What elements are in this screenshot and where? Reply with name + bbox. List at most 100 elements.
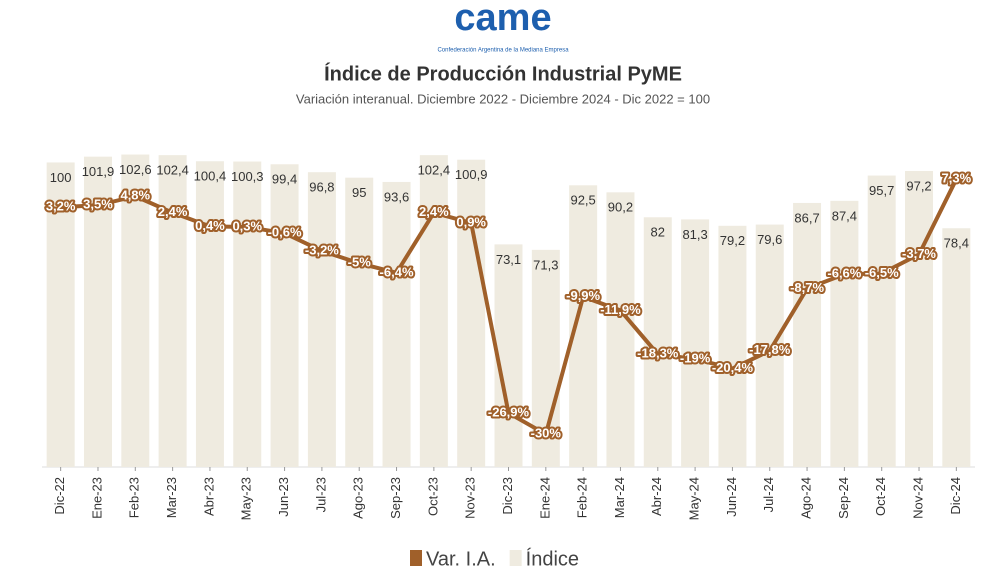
bar	[457, 159, 486, 468]
bar-value-label: 81,3	[682, 227, 707, 242]
x-tick-label: Sep-24	[836, 477, 851, 519]
x-tick-label: Nov-23	[463, 477, 478, 519]
line-value-label: -5%	[348, 255, 372, 270]
line-value-label: -9,9%	[566, 288, 600, 303]
x-tick-label: Jul-23	[313, 477, 328, 512]
line-value-label: 2,4%	[419, 204, 449, 219]
line-value-label: -17,8%	[749, 342, 791, 357]
x-tick-label: Abr-24	[649, 477, 664, 516]
bar-value-label: 95,7	[869, 183, 894, 198]
x-tick-label: Ago-23	[351, 477, 366, 519]
chart-subtitle: Variación interanual. Diciembre 2022 - D…	[296, 91, 710, 106]
bar-value-label: 73,1	[496, 252, 521, 267]
bar-value-label: 101,9	[82, 164, 115, 179]
bar-value-label: 87,4	[832, 208, 857, 223]
bar	[83, 156, 112, 467]
x-tick-label: Ene-24	[537, 477, 552, 519]
bar	[905, 170, 934, 467]
bar-value-label: 93,6	[384, 189, 409, 204]
bar	[681, 219, 710, 467]
bar	[121, 154, 150, 467]
bar-value-label: 99,4	[272, 172, 297, 187]
chart-title: Índice de Producción Industrial PyME	[324, 62, 682, 85]
bar-value-label: 100,3	[231, 169, 264, 184]
bar	[382, 181, 411, 468]
bar	[195, 161, 224, 467]
x-tick-label: Mar-23	[164, 477, 179, 518]
x-tick-label: Ago-24	[798, 477, 813, 519]
legend-swatch	[509, 550, 522, 566]
line-value-label: 3,5%	[83, 197, 113, 212]
bar	[755, 224, 784, 467]
x-tick-label: Ene-23	[89, 477, 104, 519]
line-value-label: 4,8%	[120, 188, 150, 203]
x-tick-label: Nov-24	[910, 477, 925, 519]
bar-value-label: 100,9	[455, 167, 488, 182]
bar-value-label: 79,6	[757, 232, 782, 247]
bar-value-label: 82	[651, 225, 665, 240]
line-value-label: -6,6%	[827, 266, 861, 281]
line-value-label: -20,4%	[712, 360, 754, 375]
line-value-label: -19%	[680, 350, 711, 365]
x-tick-label: Sep-23	[388, 477, 403, 519]
bar	[606, 192, 635, 468]
legend-swatch	[410, 550, 422, 566]
logo-caption: Confederación Argentina de la Mediana Em…	[437, 48, 569, 54]
line-value-label: -26,9%	[488, 404, 530, 419]
line-value-label: 0,4%	[195, 218, 225, 233]
bar	[46, 162, 75, 468]
line-value-label: -3,7%	[902, 246, 936, 261]
line-value-label: -18,3%	[637, 346, 679, 361]
bar-value-label: 90,2	[608, 200, 633, 215]
line-value-label: -6,4%	[380, 264, 414, 279]
bar-value-label: 78,4	[944, 236, 969, 251]
line-value-label: -3,2%	[305, 242, 339, 257]
legend-label: Índice	[526, 547, 579, 566]
bar	[158, 155, 187, 468]
bar	[793, 202, 822, 467]
line-value-label: -11,9%	[600, 302, 641, 317]
line-value-label: -8,7%	[790, 280, 824, 295]
line-value-label: 2,4%	[158, 204, 188, 219]
bar	[718, 225, 747, 467]
bar-value-label: 95	[352, 185, 366, 200]
bar	[307, 172, 336, 467]
bar	[270, 164, 299, 468]
bar-value-label: 97,2	[906, 178, 931, 193]
bar-value-label: 102,6	[119, 162, 152, 177]
line-value-label: 0,9%	[456, 214, 486, 229]
bar-value-label: 86,7	[794, 210, 819, 225]
bar	[233, 161, 262, 468]
bar-value-label: 100	[50, 170, 72, 185]
bar-value-label: 71,3	[533, 257, 558, 272]
bar-value-label: 92,5	[570, 193, 595, 208]
line-value-label: -0,6%	[268, 225, 302, 240]
x-tick-label: May-24	[687, 477, 702, 520]
x-tick-label: Mar-24	[612, 477, 627, 518]
bar	[942, 228, 971, 467]
line	[60, 178, 959, 437]
bar-value-label: 100,4	[194, 169, 227, 184]
bar-value-label: 96,8	[309, 180, 334, 195]
bar	[419, 155, 448, 468]
bar-value-label: 102,4	[418, 163, 451, 178]
bar	[867, 175, 896, 468]
x-tick-label: Jun-24	[724, 477, 739, 517]
bar-value-label: 102,4	[156, 163, 189, 178]
x-tick-label: Abr-23	[201, 477, 216, 516]
x-tick-label: Dic-23	[500, 477, 515, 515]
legend-label: Var. I.A.	[426, 548, 496, 566]
x-tick-label: Dic-24	[948, 477, 963, 515]
x-tick-label: Oct-23	[425, 477, 440, 516]
line-value-label: 0,3%	[232, 218, 262, 233]
line-value-label: -6,5%	[865, 265, 899, 280]
x-tick-label: Feb-24	[575, 477, 590, 518]
bar	[345, 177, 374, 467]
x-tick-label: May-23	[239, 477, 254, 520]
line-value-label: 3,2%	[46, 199, 76, 214]
line-value-label: 7,3%	[942, 171, 972, 186]
x-tick-label: Dic-22	[52, 477, 67, 515]
line-value-label: -30%	[531, 426, 562, 441]
x-tick-label: Jul-24	[761, 477, 776, 512]
